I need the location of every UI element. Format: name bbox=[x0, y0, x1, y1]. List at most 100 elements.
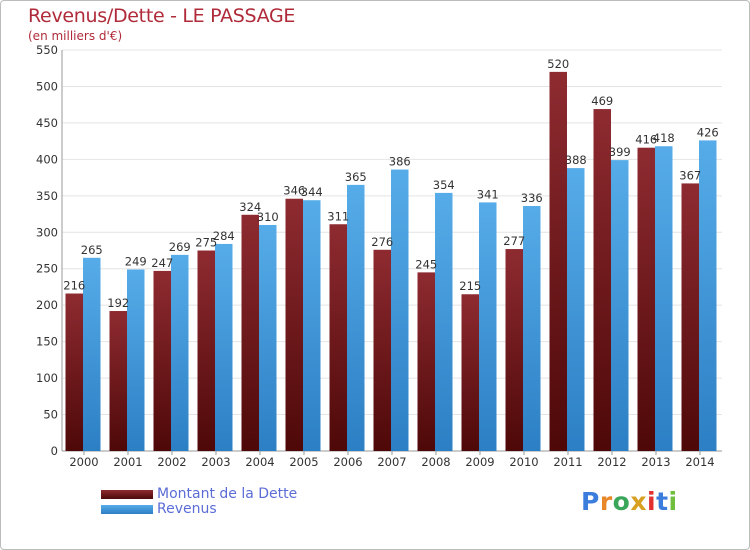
bar-dette bbox=[65, 293, 83, 451]
bar-dette bbox=[637, 147, 655, 451]
bar-revenus bbox=[215, 243, 233, 451]
y-tick-label: 300 bbox=[36, 225, 58, 239]
x-tick-label: 2008 bbox=[421, 455, 450, 469]
bar-dette bbox=[549, 71, 567, 451]
bar-chart: 0 50 100 150 200 250 300 350 400 450 500 550 2000 200… bbox=[36, 43, 722, 469]
data-label-revenus: 310 bbox=[257, 210, 279, 224]
x-tick-label: 2014 bbox=[685, 455, 714, 469]
data-label-revenus: 365 bbox=[345, 170, 367, 184]
data-label-revenus: 269 bbox=[169, 240, 191, 254]
data-label-dette: 277 bbox=[503, 234, 525, 248]
axes: 0 50 100 150 200 250 300 350 400 450 500 550 2000 200… bbox=[36, 43, 722, 469]
bar-revenus bbox=[655, 146, 673, 452]
logo-letter: x bbox=[630, 487, 647, 516]
data-label-dette: 192 bbox=[107, 296, 129, 310]
bar-dette bbox=[373, 249, 391, 451]
data-label-dette: 215 bbox=[459, 279, 481, 293]
x-tick-label: 2011 bbox=[553, 455, 582, 469]
x-tick-label: 2009 bbox=[465, 455, 494, 469]
data-label-revenus: 399 bbox=[609, 145, 631, 159]
x-tick-label: 2001 bbox=[113, 455, 142, 469]
legend-label-dette: Montant de la Dette bbox=[157, 486, 298, 502]
bar-dette bbox=[109, 311, 127, 451]
bar-revenus bbox=[171, 254, 189, 451]
bar-dette bbox=[153, 270, 171, 451]
y-tick-label: 200 bbox=[36, 298, 58, 312]
y-tick-label: 0 bbox=[51, 444, 58, 458]
data-label-dette: 469 bbox=[591, 94, 613, 108]
x-tick-label: 2004 bbox=[245, 455, 274, 469]
logo-letter: i bbox=[647, 487, 657, 516]
bar-dette bbox=[461, 294, 479, 451]
bar-dette bbox=[417, 272, 435, 451]
data-label-revenus: 284 bbox=[213, 229, 235, 243]
y-tick-label: 50 bbox=[43, 408, 58, 422]
data-label-revenus: 388 bbox=[565, 153, 587, 167]
bar-dette bbox=[593, 109, 611, 451]
logo-letter: r bbox=[599, 487, 613, 516]
data-label-dette: 346 bbox=[283, 184, 305, 198]
bar-dette bbox=[329, 224, 347, 451]
bar-dette bbox=[197, 250, 215, 451]
y-tick-label: 350 bbox=[36, 189, 58, 203]
bar-revenus bbox=[83, 257, 101, 451]
bar-revenus bbox=[567, 168, 585, 451]
legend-swatch-dette bbox=[101, 490, 153, 499]
y-tick-label: 550 bbox=[36, 43, 58, 57]
y-tick-label: 250 bbox=[36, 262, 58, 276]
data-label-dette: 245 bbox=[415, 257, 437, 271]
bar-dette bbox=[681, 183, 699, 451]
legend-swatch-revenus bbox=[101, 505, 153, 514]
y-tick-label: 500 bbox=[36, 79, 58, 93]
data-label-revenus: 426 bbox=[697, 125, 719, 139]
bar-revenus bbox=[391, 169, 409, 451]
x-tick-label: 2006 bbox=[333, 455, 362, 469]
legend-label-revenus: Revenus bbox=[157, 501, 217, 517]
chart-title: Revenus/Dette - LE PASSAGE bbox=[28, 5, 296, 27]
logo-letter: t bbox=[656, 487, 669, 516]
x-tick-label: 2012 bbox=[597, 455, 626, 469]
x-tick-label: 2000 bbox=[69, 455, 98, 469]
y-tick-label: 400 bbox=[36, 152, 58, 166]
bar-dette bbox=[505, 249, 523, 451]
bar-revenus bbox=[479, 202, 497, 451]
logo-letter: P bbox=[581, 487, 600, 516]
bar-revenus bbox=[611, 160, 629, 452]
data-label-dette: 324 bbox=[239, 200, 261, 214]
data-label-dette: 247 bbox=[151, 256, 173, 270]
y-tick-label: 100 bbox=[36, 371, 58, 385]
data-label-dette: 275 bbox=[195, 236, 217, 250]
data-label-dette: 216 bbox=[63, 279, 85, 293]
bar-revenus bbox=[435, 192, 453, 451]
y-tick-label: 450 bbox=[36, 116, 58, 130]
data-label-revenus: 418 bbox=[653, 131, 675, 145]
data-label-revenus: 344 bbox=[301, 185, 323, 199]
chart-subtitle: (en milliers d'€) bbox=[28, 29, 123, 43]
y-tick-label: 150 bbox=[36, 335, 58, 349]
data-label-dette: 416 bbox=[635, 133, 657, 147]
data-label-dette: 367 bbox=[679, 168, 701, 182]
x-tick-label: 2010 bbox=[509, 455, 538, 469]
bar-revenus bbox=[259, 224, 277, 451]
proxiti-logo: Proxiti bbox=[581, 487, 678, 516]
data-label-revenus: 249 bbox=[125, 254, 147, 268]
bar-dette bbox=[241, 214, 259, 451]
bar-revenus bbox=[523, 206, 541, 451]
data-label-revenus: 354 bbox=[433, 178, 455, 192]
data-label-dette: 520 bbox=[547, 57, 569, 71]
x-tick-label: 2013 bbox=[641, 455, 670, 469]
logo-letter: o bbox=[612, 487, 631, 516]
data-label-dette: 276 bbox=[371, 235, 393, 249]
bar-revenus bbox=[699, 140, 717, 451]
data-label-revenus: 336 bbox=[521, 191, 543, 205]
data-label-revenus: 386 bbox=[389, 155, 411, 169]
bar-dette bbox=[285, 198, 303, 451]
bar-revenus bbox=[127, 269, 145, 451]
x-tick-label: 2003 bbox=[201, 455, 230, 469]
data-label-dette: 311 bbox=[327, 209, 349, 223]
x-tick-label: 2007 bbox=[377, 455, 406, 469]
bar-revenus bbox=[303, 200, 321, 451]
data-label-revenus: 341 bbox=[477, 187, 499, 201]
